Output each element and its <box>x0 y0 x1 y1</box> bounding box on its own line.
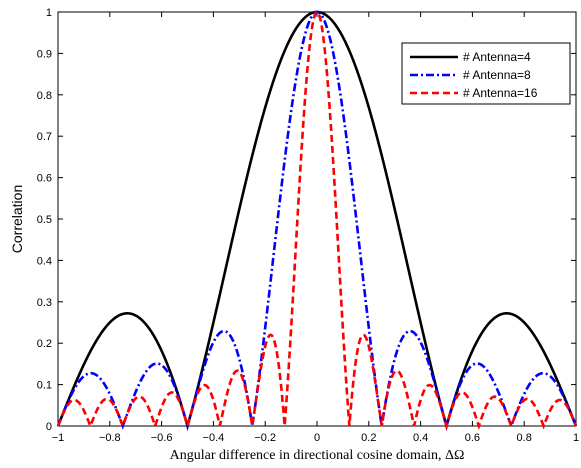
x-tick-label: −0.6 <box>151 432 173 444</box>
y-tick-label: 0.9 <box>37 48 52 60</box>
y-tick-label: 0.8 <box>37 90 52 102</box>
y-tick-label: 0.2 <box>37 338 52 350</box>
y-axis-label: Correlation <box>9 185 25 253</box>
legend-label-antenna-8: # Antenna=8 <box>463 68 531 82</box>
x-tick-label: −0.8 <box>99 432 121 444</box>
x-tick-label: −1 <box>52 432 65 444</box>
x-tick-label: 0.4 <box>413 432 428 444</box>
legend-box <box>401 42 571 105</box>
y-tick-label: 0.6 <box>37 173 52 185</box>
x-tick-label: 0 <box>314 432 320 444</box>
x-tick-label: 0.6 <box>465 432 480 444</box>
series-line-antenna-8 <box>56 10 578 431</box>
x-axis-label: Angular difference in directional cosine… <box>170 448 465 463</box>
x-tick-label: 0.2 <box>361 432 376 444</box>
y-tick-label: 0.1 <box>37 380 52 392</box>
series-group <box>56 10 578 431</box>
tick-labels: −1 −0.8 −0.6 −0.4 −0.2 0 0.2 0.4 0.6 0.8 1 0 0.1 0.2 0… <box>37 7 579 444</box>
x-tick-label: 1 <box>573 432 579 444</box>
y-tick-label: 1 <box>46 7 52 19</box>
legend-label-antenna-4: # Antenna=4 <box>463 50 531 64</box>
legend-label-antenna-16: # Antenna=16 <box>463 86 538 100</box>
y-tick-label: 0.4 <box>37 255 52 267</box>
x-tick-label: −0.4 <box>203 432 225 444</box>
x-tick-label: −0.2 <box>254 432 276 444</box>
y-tick-label: 0.3 <box>37 297 52 309</box>
series-line-antenna-16 <box>56 10 578 431</box>
y-tick-label: 0 <box>46 421 52 433</box>
x-tick-label: 0.8 <box>517 432 532 444</box>
y-tick-label: 0.5 <box>37 214 52 226</box>
legend: # Antenna=4 # Antenna=8 # Antenna=16 <box>401 42 571 105</box>
y-tick-label: 0.7 <box>37 131 52 143</box>
